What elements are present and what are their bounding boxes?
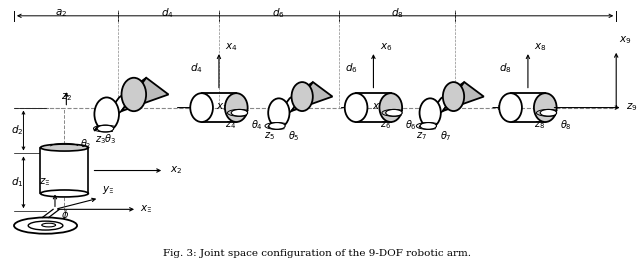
Ellipse shape: [268, 98, 289, 127]
Polygon shape: [419, 82, 464, 127]
Text: $z_5$: $z_5$: [264, 131, 275, 142]
Polygon shape: [40, 148, 88, 193]
Ellipse shape: [345, 93, 367, 122]
Ellipse shape: [28, 221, 63, 230]
Circle shape: [269, 122, 285, 129]
Text: $x_\Xi$: $x_\Xi$: [140, 204, 152, 215]
Text: $\theta_8$: $\theta_8$: [560, 118, 572, 131]
Ellipse shape: [420, 98, 441, 127]
Text: $x_8$: $x_8$: [534, 41, 547, 53]
Circle shape: [386, 109, 402, 116]
Polygon shape: [94, 78, 147, 131]
Ellipse shape: [292, 82, 313, 111]
Ellipse shape: [40, 144, 88, 151]
Polygon shape: [291, 82, 332, 111]
Text: $\phi$: $\phi$: [61, 208, 69, 222]
Text: $d_4$: $d_4$: [191, 61, 203, 75]
Ellipse shape: [122, 78, 146, 111]
Text: $x_6$: $x_6$: [380, 41, 392, 53]
Text: $z_6$: $z_6$: [380, 119, 391, 131]
Text: $d_8$: $d_8$: [391, 6, 404, 20]
Ellipse shape: [443, 82, 464, 111]
Ellipse shape: [534, 93, 557, 122]
Polygon shape: [443, 82, 484, 111]
Text: $z_7$: $z_7$: [415, 131, 426, 142]
Text: $d_8$: $d_8$: [499, 61, 512, 75]
Text: $\theta_6$: $\theta_6$: [405, 118, 417, 131]
Text: $x_7$: $x_7$: [510, 102, 523, 113]
Text: Fig. 3: Joint space configuration of the 9-DOF robotic arm.: Fig. 3: Joint space configuration of the…: [163, 249, 470, 258]
Circle shape: [97, 125, 114, 132]
Ellipse shape: [14, 218, 77, 234]
Text: $z_3\theta_3$: $z_3\theta_3$: [95, 132, 116, 146]
Ellipse shape: [190, 93, 213, 122]
Circle shape: [231, 109, 248, 116]
Ellipse shape: [225, 93, 248, 122]
Text: $a_2$: $a_2$: [55, 7, 67, 19]
Ellipse shape: [499, 93, 522, 122]
Text: $y_\Xi$: $y_\Xi$: [102, 184, 115, 196]
Polygon shape: [122, 78, 168, 111]
Text: $\theta_4$: $\theta_4$: [251, 118, 262, 131]
Ellipse shape: [380, 93, 402, 122]
Circle shape: [420, 122, 436, 129]
Text: $x_3$: $x_3$: [216, 102, 228, 113]
Ellipse shape: [40, 190, 88, 197]
Text: $\theta_5$: $\theta_5$: [288, 130, 300, 143]
Ellipse shape: [42, 223, 56, 227]
Text: $d_4$: $d_4$: [161, 6, 173, 20]
Text: $d_6$: $d_6$: [345, 61, 358, 75]
Text: $x_9$: $x_9$: [620, 34, 632, 46]
Circle shape: [540, 109, 557, 116]
Text: $z_\Xi$: $z_\Xi$: [39, 176, 51, 188]
Ellipse shape: [94, 98, 119, 131]
Text: $z_8$: $z_8$: [534, 119, 545, 131]
Text: $z_2$: $z_2$: [61, 91, 72, 103]
Text: $\theta_2$: $\theta_2$: [80, 137, 92, 151]
Text: $d_1$: $d_1$: [11, 175, 24, 189]
Text: $x_4$: $x_4$: [225, 41, 238, 53]
Text: $x_2$: $x_2$: [170, 165, 182, 176]
Text: $x_5$: $x_5$: [372, 102, 384, 113]
Text: $z_9$: $z_9$: [626, 102, 637, 113]
Text: $z_4$: $z_4$: [225, 119, 236, 131]
Text: $\theta_7$: $\theta_7$: [440, 130, 451, 143]
Polygon shape: [268, 82, 313, 127]
Text: $d_2$: $d_2$: [11, 124, 24, 138]
Text: $d_6$: $d_6$: [273, 6, 285, 20]
